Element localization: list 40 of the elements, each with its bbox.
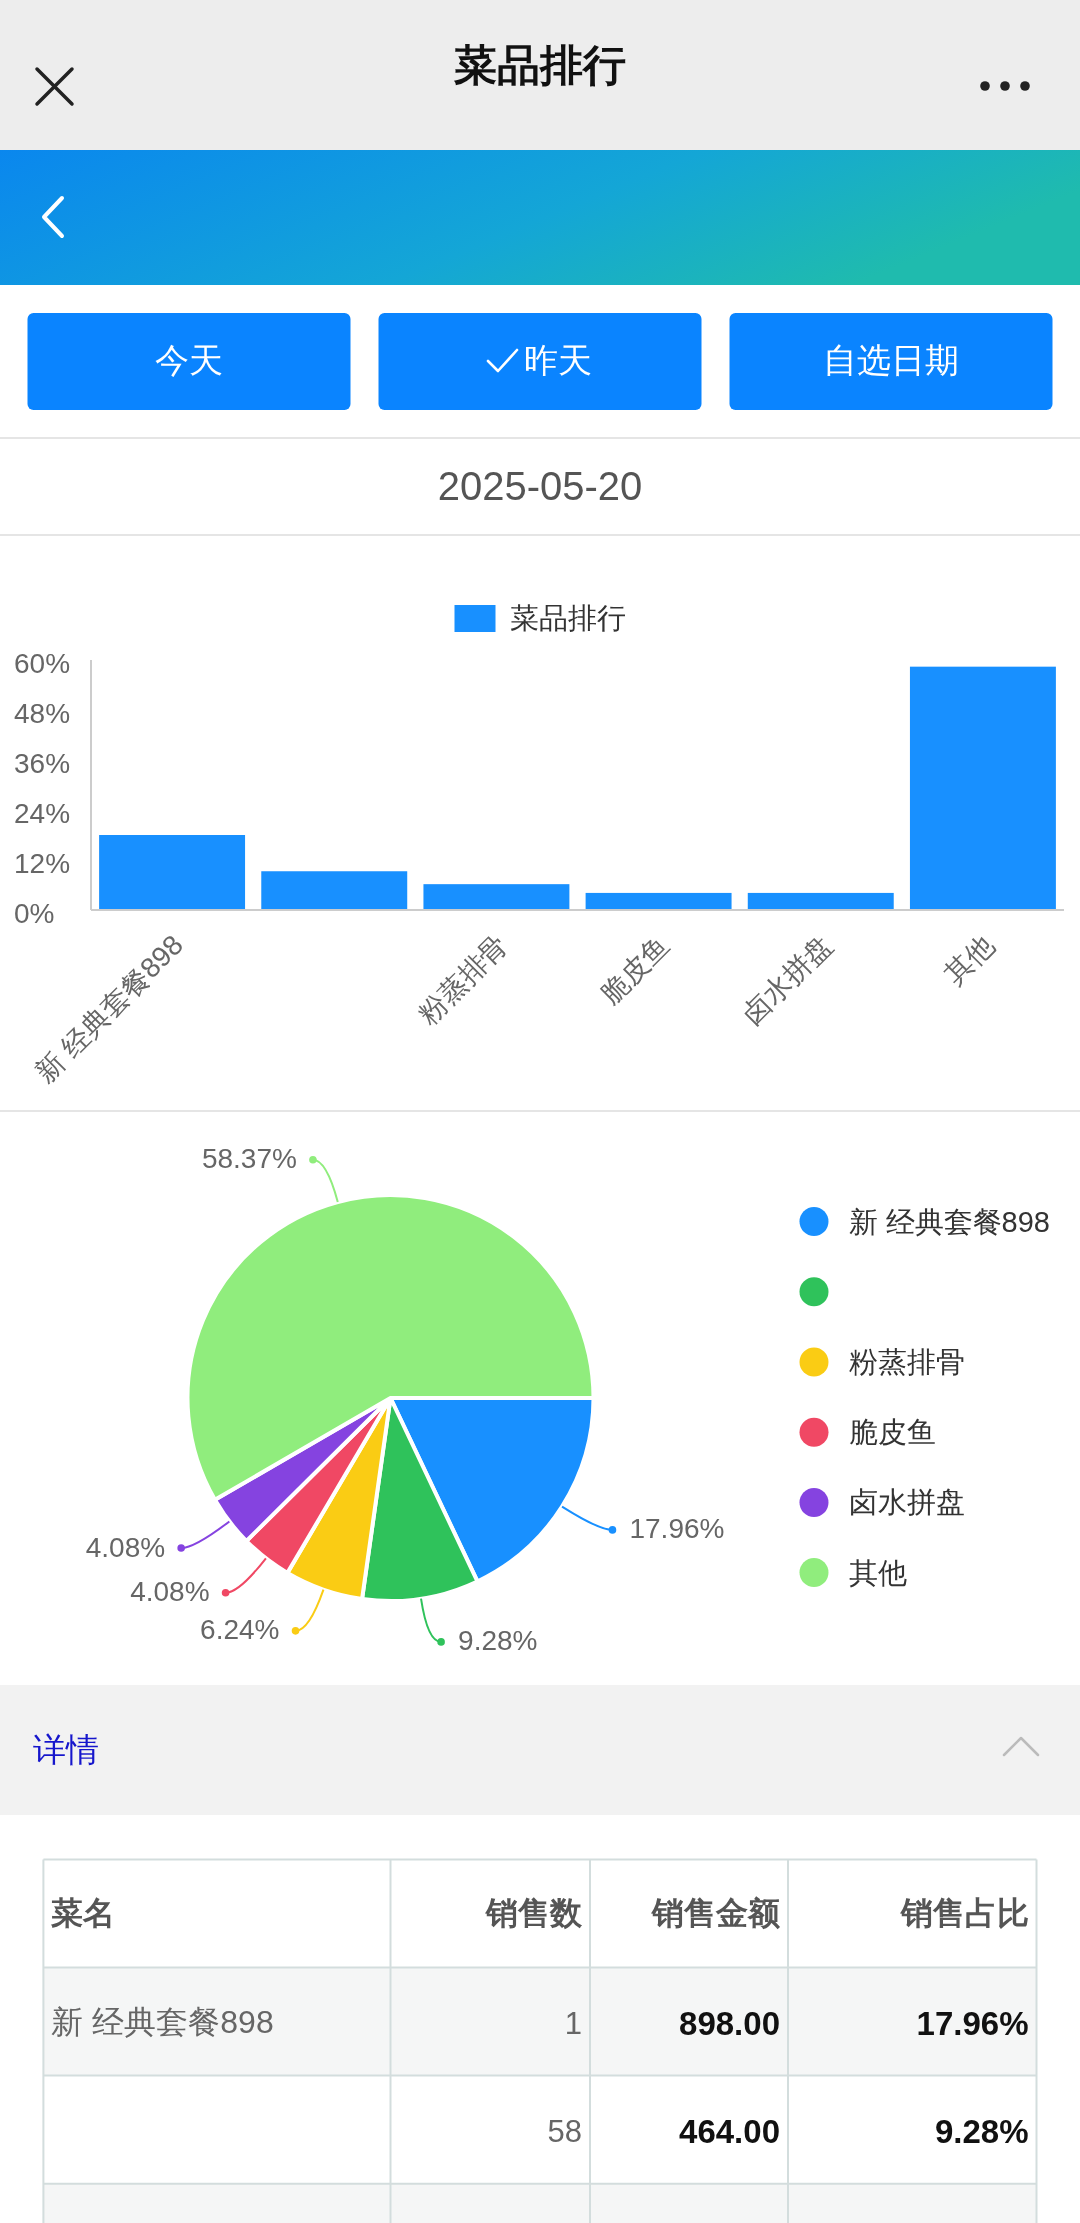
x-tick-label: 脆皮鱼 [594,929,676,1011]
cell: 898.00 [679,2005,780,2043]
y-tick-label: 12% [14,847,71,879]
column-header: 销售金额 [652,1895,780,1932]
button: 自选日期 [729,313,1053,410]
cell: 9.28% [934,2113,1029,2151]
data-label: 4.08% [130,1576,210,1608]
data-label: 6.24% [200,1614,280,1646]
data-label: 4.08% [85,1531,166,1563]
cell: 17.96% [916,2005,1029,2043]
button: 昨天 [378,313,702,410]
title: 详情 [33,1730,99,1768]
y-tick-label: 24% [14,797,71,829]
column-header: 菜名 [51,1895,116,1932]
x-tick-label: 卤水拼盘 [736,929,838,1031]
legend-label: 卤水拼盘 [848,1486,965,1519]
data-label: 58.37% [201,1143,297,1175]
legend-label: 脆皮鱼 [848,1416,936,1449]
data-label: 17.96% [629,1513,725,1545]
legend-label: 其他 [848,1556,907,1589]
cell: 1 [564,2006,582,2042]
title: 菜品排行 [454,41,626,89]
y-tick-label: 0% [14,897,55,929]
x-tick-label: 粉蒸排骨 [412,929,514,1031]
column-header: 销售占比 [900,1895,1029,1932]
legend-label: 菜品排行 [509,602,626,634]
button: 今天 [27,313,351,410]
data-label: 9.28% [458,1625,538,1657]
cell: 58 [547,2114,582,2150]
legend-label: 新 经典套餐898 [848,1205,1050,1238]
y-tick-label: 48% [14,697,71,729]
y-tick-label: 36% [14,747,71,779]
legend-label: 粉蒸排骨 [848,1346,965,1378]
column-header: 销售数 [486,1895,582,1932]
y-tick-label: 60% [14,647,71,679]
cell: 464.00 [679,2113,780,2151]
x-tick-label: 其他 [938,929,1000,991]
subtitle: 2025-05-20 [437,464,643,508]
row-label: 新 经典套餐898 [51,2003,274,2040]
x-tick-label: 新 经典套餐898 [29,929,190,1089]
